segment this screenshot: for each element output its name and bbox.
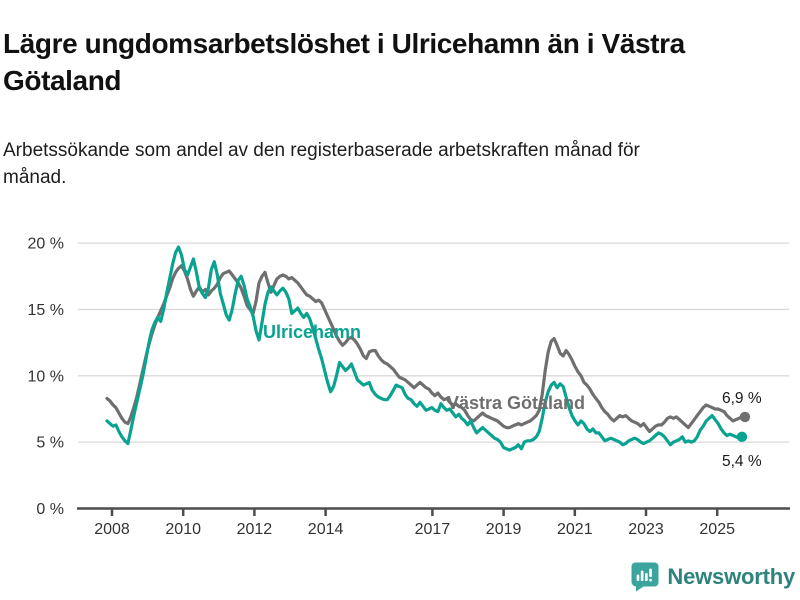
y-tick-label: 10 % xyxy=(28,368,64,385)
x-tick-label: 2023 xyxy=(628,521,664,538)
x-tick-label: 2025 xyxy=(699,521,735,538)
y-tick-label: 5 % xyxy=(36,435,64,452)
end-dot-vastra-gotaland xyxy=(739,411,751,423)
gridlines xyxy=(78,242,789,443)
series-label-vastra-gotaland: Västra Götaland xyxy=(447,393,585,413)
end-value-label-vastra-gotaland: 6,9 % xyxy=(722,390,762,407)
line-ulricehamn xyxy=(105,245,744,452)
series-label-ulricehamn: Ulricehamn xyxy=(263,322,361,342)
x-tick-label: 2010 xyxy=(165,521,201,538)
chart-subtitle: Arbetssökande som andel av den registerb… xyxy=(3,140,640,188)
y-axis-labels: 0 % 5 % 10 % 15 % 20 % xyxy=(28,236,64,518)
x-axis-tick-labels: 2008 2010 2012 2014 2017 2019 2021 2023 2025 xyxy=(94,521,735,538)
x-tick-label: 2021 xyxy=(557,521,593,538)
end-value-label-ulricehamn: 5,4 % xyxy=(722,453,762,470)
chart-title: Lägre ungdomsarbetslöshet i Ulricehamn ä… xyxy=(3,27,685,96)
newsworthy-wordmark: Newsworthy xyxy=(667,563,795,589)
y-tick-label: 20 % xyxy=(28,236,64,253)
newsworthy-logo: Newsworthy xyxy=(630,561,795,592)
x-tick-label: 2012 xyxy=(237,521,273,538)
x-tick-label: 2008 xyxy=(94,521,130,538)
x-tick-label: 2017 xyxy=(415,521,451,538)
newsworthy-icon xyxy=(630,561,660,592)
x-axis-ticks xyxy=(110,508,719,516)
x-tick-label: 2014 xyxy=(308,521,344,538)
y-tick-label: 15 % xyxy=(28,302,64,319)
x-tick-label: 2019 xyxy=(486,521,522,538)
y-tick-label: 0 % xyxy=(36,501,64,518)
line-vastra-gotaland xyxy=(105,264,744,434)
end-dot-ulricehamn xyxy=(736,431,748,443)
